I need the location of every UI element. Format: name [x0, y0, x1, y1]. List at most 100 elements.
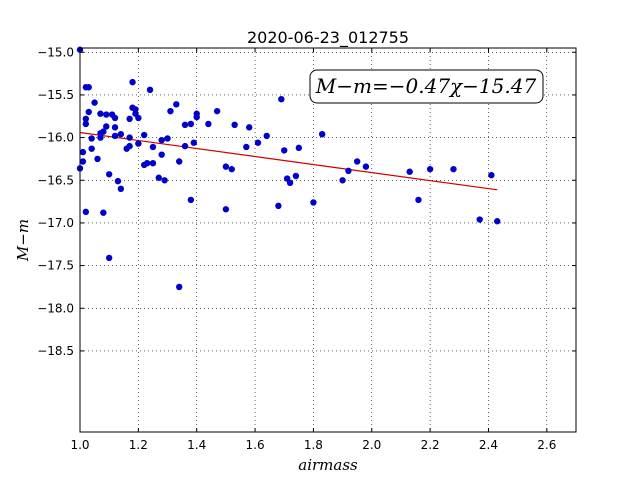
data-point [181, 142, 189, 150]
data-point [263, 132, 270, 140]
data-point [94, 155, 101, 163]
y-tick-label: −18.0 [37, 301, 74, 315]
y-tick-label: −17.5 [37, 259, 74, 273]
equation-annotation: M−m=−0.47χ−15.47 [309, 69, 544, 104]
data-point [205, 120, 212, 128]
data-point [292, 172, 300, 180]
data-point [129, 78, 136, 86]
x-tick-label: 1.0 [70, 438, 89, 452]
y-axis-label: M−m [14, 219, 32, 262]
data-point [88, 135, 95, 142]
data-point [494, 218, 501, 225]
data-point [406, 168, 413, 175]
x-tick-label: 2.4 [479, 438, 498, 452]
data-point [117, 185, 125, 192]
data-point [91, 99, 98, 106]
data-point [111, 132, 119, 140]
data-point [158, 136, 165, 144]
data-point [173, 101, 180, 108]
data-point [246, 124, 253, 131]
data-point [126, 134, 133, 141]
data-point [213, 107, 221, 115]
data-point [415, 196, 422, 204]
data-point [164, 135, 171, 142]
data-point [140, 131, 148, 139]
data-point [135, 114, 142, 122]
data-point [187, 120, 195, 128]
data-point [79, 148, 87, 156]
x-tick-label: 1.2 [129, 438, 148, 452]
data-point [100, 209, 107, 216]
axis-ticks: 1.0 1.2 1.4 1.6 1.8 2.0 2.2 2.4 2.6 −15.0 −15.5 −16… [37, 45, 576, 452]
data-point [281, 147, 288, 154]
y-tick-label: −17.0 [37, 216, 74, 230]
data-point [362, 163, 370, 170]
data-point [100, 128, 107, 135]
data-point [97, 110, 104, 117]
data-point [111, 124, 119, 131]
data-point [82, 120, 90, 128]
data-point [85, 108, 92, 116]
fit-line [79, 131, 498, 191]
data-point [103, 111, 110, 118]
data-points [76, 46, 501, 291]
y-tick-label: −16.0 [37, 131, 74, 145]
data-point [190, 139, 197, 146]
data-point [114, 177, 122, 185]
data-point [146, 86, 154, 94]
data-point [286, 179, 294, 187]
data-point [126, 115, 133, 123]
data-point [222, 206, 230, 213]
data-point [167, 107, 174, 115]
data-point [193, 113, 200, 121]
data-point [278, 96, 285, 103]
data-point [103, 123, 110, 130]
data-point [228, 165, 235, 173]
y-tick-label: −16.5 [37, 173, 74, 187]
data-point [345, 167, 352, 175]
data-point [318, 130, 326, 138]
data-point [117, 130, 125, 138]
fit-line-layer [79, 131, 498, 191]
data-point [149, 160, 157, 167]
data-point [149, 143, 157, 151]
data-point [450, 165, 457, 173]
y-tick-label: −15.5 [37, 88, 74, 102]
x-axis-label: airmass [298, 456, 358, 474]
data-point [135, 140, 142, 147]
plot-background [80, 48, 576, 432]
data-point [181, 121, 189, 128]
x-tick-label: 1.4 [187, 438, 206, 452]
data-point [353, 158, 361, 165]
data-point [105, 171, 113, 178]
data-point [155, 174, 162, 181]
data-point [97, 134, 104, 141]
data-point [488, 171, 495, 179]
data-point [82, 115, 90, 123]
x-tick-label: 2.2 [421, 438, 440, 452]
y-tick-label: −18.5 [37, 344, 74, 358]
x-tick-label: 1.8 [304, 438, 323, 452]
x-tick-label: 1.6 [246, 438, 265, 452]
data-point [222, 163, 230, 170]
x-tick-label: 2.0 [362, 438, 381, 452]
data-point [161, 177, 168, 184]
data-point [126, 142, 133, 150]
data-point [243, 143, 250, 151]
data-point [254, 139, 262, 146]
data-point [111, 114, 119, 122]
chart-title: 2020-06-23_012755 [247, 28, 409, 48]
annotation-text: M−m=−0.47χ−15.47 [315, 74, 537, 98]
data-point [176, 158, 183, 165]
x-tick-label: 2.6 [537, 438, 556, 452]
data-point [476, 216, 483, 223]
data-point [275, 202, 282, 210]
data-point [85, 84, 92, 91]
plot-frame [79, 47, 577, 433]
data-point [143, 160, 151, 167]
data-point [82, 208, 90, 216]
data-point [105, 254, 113, 262]
data-point [158, 151, 165, 158]
annotation-box [309, 69, 544, 104]
